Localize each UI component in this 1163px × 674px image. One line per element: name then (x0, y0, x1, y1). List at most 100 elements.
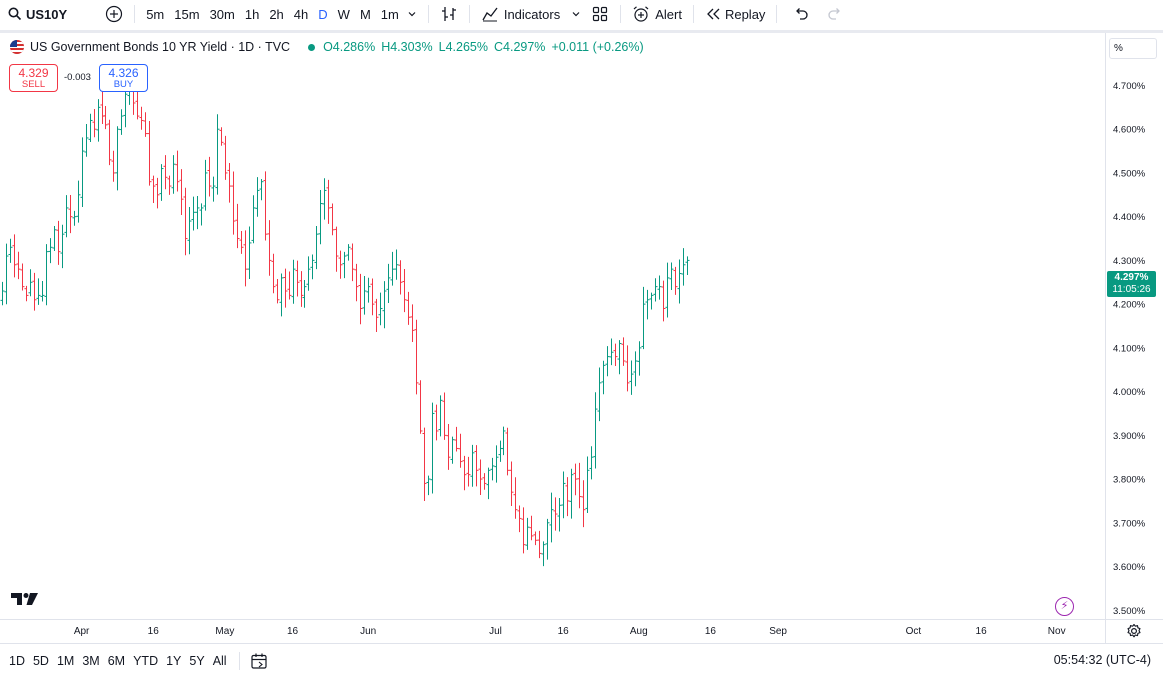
ohlc-bar (12, 234, 17, 278)
ohlc-bar (207, 156, 212, 197)
ohlc-bar (569, 468, 574, 519)
timeframe-m[interactable]: M (359, 6, 371, 22)
redo-button[interactable] (819, 0, 851, 28)
goto-date-button[interactable] (250, 652, 268, 670)
ohlc-bar (259, 179, 264, 201)
date-range-list: 1D 5D 1M 3M 6M YTD 1Y 5Y All (9, 654, 235, 668)
ohlc-bar (8, 238, 13, 263)
timeframe-d[interactable]: D (318, 6, 328, 22)
timeframe-5m[interactable]: 5m (146, 6, 165, 22)
ohlc-bar (525, 517, 530, 550)
ohlc-bar (669, 262, 674, 291)
ohlc-bar (92, 109, 97, 138)
range-1m[interactable]: 1M (56, 654, 75, 668)
ohlc-bar (302, 279, 307, 308)
ohlc-bar (68, 195, 73, 234)
timeframe-1m[interactable]: 1m (380, 6, 399, 22)
ohlc-bar (151, 175, 156, 204)
timeframe-dropdown[interactable] (404, 0, 422, 28)
ohlc-bar (490, 457, 495, 481)
ohlc-bar (541, 541, 546, 567)
range-5y[interactable]: 5Y (189, 654, 205, 668)
ohlc-bar (466, 456, 471, 487)
range-1y[interactable]: 1Y (166, 654, 182, 668)
time-tick-label: 16 (705, 626, 717, 637)
lightning-icon[interactable]: ⚡ (1055, 597, 1074, 616)
ohlc-bar (175, 150, 180, 192)
templates-button[interactable] (586, 0, 614, 28)
ohlc-bar (625, 345, 630, 392)
undo-icon (796, 8, 809, 20)
indicators-icon (482, 7, 498, 22)
time-tick-label: 16 (148, 626, 160, 637)
ohlc-bar (215, 114, 220, 195)
timeframe-w[interactable]: W (337, 6, 350, 22)
ohlc-bar (681, 248, 686, 286)
buy-button[interactable]: 4.326 BUY (99, 64, 148, 92)
timeframe-4h[interactable]: 4h (293, 6, 309, 22)
time-tick-label: Sep (769, 626, 787, 637)
timeframe-2h[interactable]: 2h (269, 6, 284, 22)
ohlc-bar (183, 187, 188, 256)
sell-label: SELL (21, 79, 46, 90)
symbol-search[interactable]: US10Y (0, 0, 72, 28)
compare-button[interactable] (100, 0, 128, 28)
ohlc-bar (247, 226, 252, 280)
ohlc-bar (107, 119, 112, 166)
alert-button[interactable]: Alert (627, 0, 687, 28)
timeframe-15m[interactable]: 15m (174, 6, 200, 22)
legend-change: +0.011 (+0.26%) (551, 40, 644, 54)
sell-button[interactable]: 4.329 SELL (9, 64, 58, 92)
settings-icon[interactable] (1126, 623, 1142, 642)
price-tick-label: 3.800% (1113, 475, 1146, 486)
price-axis[interactable]: 3.500% 3.600% 3.700% 3.800% 3.900% 4.000% 4.10… (1113, 81, 1146, 617)
range-1d[interactable]: 1D (9, 654, 25, 668)
indicators-button[interactable]: Indicators (476, 0, 565, 28)
range-all[interactable]: All (212, 654, 227, 668)
ohlc-bar (322, 178, 327, 220)
ohlc-bar (430, 402, 435, 494)
ohlc-bar (637, 341, 642, 376)
price-unit-selector[interactable]: % (1109, 38, 1157, 59)
price-tick-label: 4.500% (1113, 168, 1146, 179)
bars-chart-icon (441, 7, 456, 21)
range-6m[interactable]: 6M (107, 654, 126, 668)
ohlc-bar (24, 285, 29, 302)
timeframe-1h[interactable]: 1h (244, 6, 260, 22)
ohlc-bar (318, 190, 323, 245)
ohlc-bar (291, 259, 296, 304)
ohlc-bar (80, 137, 85, 208)
replay-button[interactable]: Replay (700, 0, 770, 28)
ohlc-bar (601, 360, 606, 395)
time-axis[interactable]: Apr 16 May 16 Jun Jul 16 Aug 16 Sep Oct 16 Nov (74, 626, 1066, 637)
ohlc-bar (56, 220, 61, 265)
ohlc-bar (470, 444, 475, 487)
bottom-toolbar: 1D 5D 1M 3M 6M YTD 1Y 5Y All (0, 648, 1163, 674)
timeframe-30m[interactable]: 30m (209, 6, 235, 22)
ohlc-bar (139, 106, 144, 130)
undo-button[interactable] (783, 0, 819, 28)
range-5d[interactable]: 5D (32, 654, 49, 668)
ohlc-bar (119, 109, 124, 135)
ohlc-bar (155, 177, 160, 209)
time-tick-label: Nov (1048, 626, 1066, 637)
range-3m[interactable]: 3M (82, 654, 100, 668)
chart-type-button[interactable] (435, 0, 463, 28)
ohlc-bar (243, 230, 248, 287)
ohlc-bar (577, 462, 582, 509)
toolbar-divider (0, 30, 1163, 33)
range-ytd[interactable]: YTD (133, 654, 159, 668)
ohlc-bar (279, 273, 284, 317)
price-tick-label: 3.600% (1113, 562, 1146, 573)
ohlc-bar (374, 298, 379, 333)
clock-timezone[interactable]: 05:54:32 (UTC-4) (1053, 653, 1151, 667)
ohlc-bar (28, 269, 33, 297)
tradingview-logo[interactable] (11, 592, 39, 609)
indicators-dropdown[interactable] (565, 0, 586, 28)
ohlc-bar (661, 280, 666, 322)
price-tick-label: 4.600% (1113, 125, 1146, 136)
ohlc-bar (501, 426, 506, 456)
ohlc-bar (195, 196, 200, 230)
ohlc-bar (306, 256, 311, 291)
